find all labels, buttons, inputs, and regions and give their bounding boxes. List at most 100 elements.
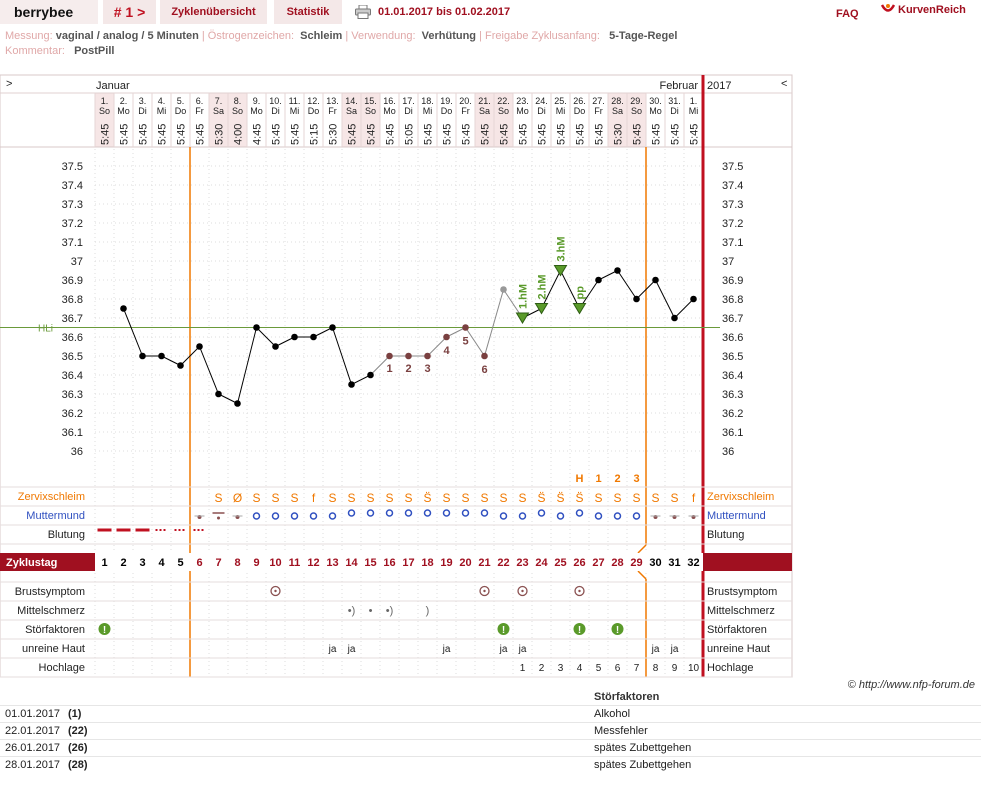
logo-text: KurvenReich <box>898 4 966 16</box>
skin-row-label-left: unreine Haut <box>22 643 85 655</box>
tab-statistics[interactable]: Statistik <box>274 0 342 24</box>
mucus-symbol: S <box>461 491 469 505</box>
mucus-symbol: S̈ <box>423 491 431 505</box>
weekday-label: Mi <box>290 106 300 116</box>
temperature-point <box>443 333 450 341</box>
cycle-day-number: 7 <box>215 557 221 569</box>
date-label: 23. <box>516 96 529 106</box>
temperature-point <box>614 267 621 274</box>
time-label: 5:15 <box>309 124 321 145</box>
high-marker-label: 2.hM <box>537 274 549 299</box>
cycle-day-number: 30 <box>649 557 661 569</box>
temperature-line <box>617 270 637 300</box>
hochlage-row-label-right: Hochlage <box>707 662 753 674</box>
date-label: 25. <box>554 96 567 106</box>
month-right-label: Februar <box>659 80 698 92</box>
time-label: 4:00 <box>233 124 245 145</box>
time-label: 4:45 <box>252 124 264 145</box>
weekday-label: Di <box>670 106 679 116</box>
y-tick-label-right: 37.3 <box>722 199 743 211</box>
y-tick-label-left: 36.7 <box>62 313 83 325</box>
disturbance-table-header: Störfaktoren <box>594 691 660 703</box>
mucus-symbol: S <box>613 491 621 505</box>
low-marker-label: 4 <box>443 345 450 357</box>
date-label: 7. <box>215 96 223 106</box>
time-label: 5:45 <box>556 124 568 145</box>
weekday-label: Sa <box>213 106 224 116</box>
y-tick-label-left: 37.4 <box>62 180 83 192</box>
curve-logo-icon <box>880 4 896 12</box>
skin-value: ja <box>518 644 527 655</box>
disturbance-date: 26.01.2017 <box>5 742 61 754</box>
hochlage-value: 7 <box>634 663 640 674</box>
weekday-label: Di <box>271 106 280 116</box>
cycle-day-number: 26 <box>573 557 585 569</box>
disturbance-date: 01.01.2017 <box>5 708 61 720</box>
time-label: 5:45 <box>442 124 454 145</box>
weekday-label: So <box>365 106 376 116</box>
cervix-ring <box>518 512 527 520</box>
midpain-row-label-right: Mittelschmerz <box>707 605 775 617</box>
mucus-symbol: S <box>214 491 222 505</box>
disturbance-date: 22.01.2017 <box>5 725 61 737</box>
temperature-line <box>351 374 371 385</box>
nav-next-button[interactable]: < <box>781 78 787 90</box>
date-label: 17. <box>402 96 415 106</box>
nav-prev-button[interactable]: > <box>6 78 12 90</box>
hochlage-value: 5 <box>596 663 602 674</box>
breast-symptom-icon <box>483 589 486 593</box>
high-marker-label: 3.hM <box>556 236 568 261</box>
cervix-ring <box>271 512 280 520</box>
cycle-day-number: 4 <box>158 557 165 569</box>
cervix-ring <box>366 509 375 517</box>
cervix-ring <box>461 509 470 517</box>
cycle-day-number: 13 <box>326 557 338 569</box>
cycle-day-number: 3 <box>139 557 145 569</box>
temperature-point <box>158 352 165 360</box>
time-label: 5:45 <box>461 124 473 145</box>
disturbance-row-label-left: Störfaktoren <box>25 624 85 636</box>
high-marker <box>553 265 568 277</box>
tab-cycle-overview[interactable]: Zyklenübersicht <box>160 0 267 24</box>
weekday-label: Mi <box>157 106 167 116</box>
disturbance-icon-mark: ! <box>103 625 106 636</box>
date-label: 3. <box>139 96 147 106</box>
disturbance-row-label-right: Störfaktoren <box>707 624 767 636</box>
faq-link[interactable]: FAQ <box>836 8 859 20</box>
cervix-ring <box>632 512 641 520</box>
y-tick-label-left: 36.4 <box>62 370 83 382</box>
temperature-line <box>161 355 181 366</box>
date-label: 13. <box>326 96 339 106</box>
kurvenreich-logo[interactable]: KurvenReich <box>880 2 980 20</box>
temperature-line <box>674 298 694 319</box>
weekday-label: Di <box>138 106 147 116</box>
y-tick-label-left: 37.1 <box>62 237 83 249</box>
weekday-label: Fr <box>328 106 337 116</box>
breast-symptom-icon <box>479 585 490 597</box>
disturbance-day: (26) <box>68 742 88 754</box>
date-label: 1. <box>101 96 109 106</box>
time-label: 5:45 <box>632 124 644 145</box>
cycle-nav-button[interactable]: # 1 > <box>103 0 156 24</box>
y-tick-label-left: 37.2 <box>62 218 83 230</box>
y-tick-label-right: 37.1 <box>722 237 743 249</box>
mucus-symbol: S <box>347 491 355 505</box>
y-tick-label-right: 36 <box>722 446 734 458</box>
time-label: 5:45 <box>271 124 283 145</box>
printer-icon[interactable] <box>355 5 371 19</box>
date-label: 22. <box>497 96 510 106</box>
breast-symptom-icon <box>270 585 281 597</box>
midpain-row-label-left: Mittelschmerz <box>17 605 85 617</box>
messung-value: vaginal / analog / 5 Minuten <box>55 30 199 42</box>
oestrogen-label: Östrogenzeichen: <box>207 30 294 42</box>
mucus-symbol: S̈ <box>537 491 545 505</box>
time-label: 5:45 <box>689 124 701 145</box>
cycle-day-number: 29 <box>630 557 642 569</box>
high-marker <box>515 312 530 324</box>
weekday-label: Mo <box>516 106 529 116</box>
temperature-point <box>690 295 697 303</box>
cycle-day-number: 31 <box>668 557 680 569</box>
temperature-point <box>272 343 279 350</box>
temperature-line <box>446 327 466 338</box>
kommentar-label: Kommentar: <box>5 45 65 57</box>
